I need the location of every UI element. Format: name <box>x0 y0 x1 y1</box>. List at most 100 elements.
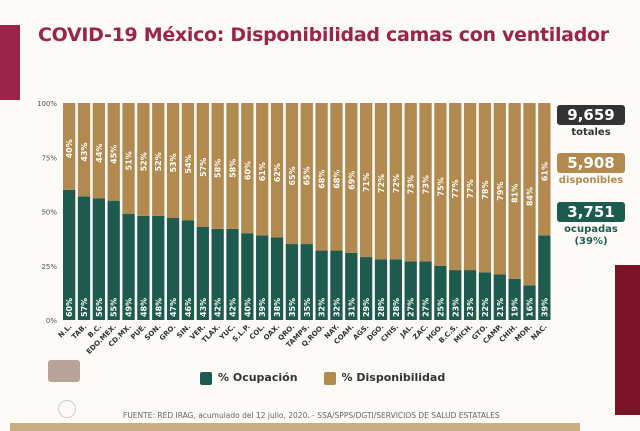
x-tick-label: TAB. <box>70 323 88 341</box>
bar-disponibilidad <box>538 103 551 236</box>
data-label-disponibilidad: 68% <box>332 170 341 189</box>
bar-ocupacion <box>389 259 402 320</box>
legend-ocupacion: % Ocupación <box>200 371 298 385</box>
video-inset <box>615 265 640 415</box>
bar-disponibilidad <box>478 103 492 273</box>
bar-ocupacion <box>493 274 506 320</box>
bar-disponibilidad <box>137 103 150 216</box>
data-label-ocupacion: 35% <box>288 298 297 317</box>
data-label-ocupacion: 27% <box>407 298 416 317</box>
data-label-ocupacion: 42% <box>214 298 223 317</box>
y-tick-label: 75% <box>41 154 57 162</box>
data-label-disponibilidad: 81% <box>511 184 520 203</box>
data-label-ocupacion: 21% <box>496 298 505 317</box>
bar-disponibilidad <box>77 103 91 197</box>
data-label-disponibilidad: 57% <box>199 158 208 177</box>
bar-disponibilidad <box>523 103 536 286</box>
data-label-disponibilidad: 54% <box>184 154 193 173</box>
bar-disponibilidad <box>285 103 299 245</box>
totales-label: totales <box>571 127 611 138</box>
legend-swatch-ocupacion <box>200 371 212 385</box>
bar-ocupacion <box>122 213 135 320</box>
data-label-ocupacion: 35% <box>303 298 312 317</box>
data-label-disponibilidad: 77% <box>466 179 475 198</box>
data-label-disponibilidad: 72% <box>392 174 401 193</box>
data-label-ocupacion: 56% <box>95 298 104 317</box>
ocupadas-value: 3,751 <box>557 202 625 222</box>
bar-disponibilidad <box>226 103 239 229</box>
bar-ocupacion <box>374 259 388 320</box>
data-label-ocupacion: 22% <box>481 298 490 317</box>
data-label-disponibilidad: 84% <box>526 187 535 206</box>
bar-ocupacion <box>523 285 536 320</box>
stat-disponibles: 5,908 disponibles <box>557 153 625 187</box>
disponibles-label: disponibles <box>558 175 624 186</box>
disponibles-value: 5,908 <box>557 153 625 173</box>
data-label-disponibilidad: 61% <box>540 162 549 181</box>
data-label-ocupacion: 23% <box>451 298 460 317</box>
bar-disponibilidad <box>360 103 373 258</box>
data-label-disponibilidad: 65% <box>288 166 297 185</box>
bar-ocupacion <box>152 215 165 320</box>
data-label-disponibilidad: 65% <box>303 166 312 185</box>
data-label-ocupacion: 28% <box>377 298 386 317</box>
accent-bar <box>0 25 20 100</box>
data-label-disponibilidad: 58% <box>214 159 223 178</box>
data-label-ocupacion: 27% <box>422 298 431 317</box>
data-label-disponibilidad: 68% <box>318 170 327 189</box>
data-label-ocupacion: 38% <box>273 298 282 317</box>
bar-ocupacion <box>419 261 432 320</box>
bar-disponibilidad <box>389 103 402 260</box>
bar-ocupacion <box>107 200 120 320</box>
government-logo <box>48 360 80 382</box>
bar-ocupacion <box>226 228 239 320</box>
bar-ocupacion <box>241 233 254 320</box>
bar-ocupacion <box>211 228 224 320</box>
y-tick-label: 0% <box>46 317 57 325</box>
bar-ocupacion <box>63 189 76 320</box>
bar-disponibilidad <box>449 103 462 271</box>
data-label-disponibilidad: 51% <box>125 151 134 170</box>
data-label-ocupacion: 39% <box>258 298 267 317</box>
data-label-ocupacion: 49% <box>125 298 134 317</box>
bar-ocupacion <box>285 244 299 320</box>
national-seal-icon <box>58 400 76 418</box>
data-label-disponibilidad: 77% <box>451 179 460 198</box>
ocupadas-label: ocupadas <box>564 224 618 235</box>
data-label-ocupacion: 23% <box>466 298 475 317</box>
y-tick-label: 25% <box>41 263 57 271</box>
bar-ocupacion <box>196 226 209 320</box>
bar-ocupacion <box>256 235 269 320</box>
data-label-ocupacion: 32% <box>318 298 327 317</box>
legend-label-ocupacion: % Ocupación <box>218 371 298 384</box>
bar-ocupacion <box>92 198 105 320</box>
bar-disponibilidad <box>92 103 105 199</box>
data-label-disponibilidad: 72% <box>377 174 386 193</box>
bar-disponibilidad <box>166 103 180 219</box>
bar-disponibilidad <box>404 103 417 262</box>
bar-disponibilidad <box>211 103 224 229</box>
data-label-disponibilidad: 40% <box>65 139 74 158</box>
stat-totales: 9,659 totales <box>557 105 625 139</box>
data-label-disponibilidad: 75% <box>436 177 445 196</box>
data-label-disponibilidad: 53% <box>169 153 178 172</box>
data-label-disponibilidad: 52% <box>139 152 148 171</box>
bar-ocupacion <box>166 218 180 320</box>
bar-disponibilidad <box>152 103 165 216</box>
y-tick-label: 100% <box>37 100 57 108</box>
data-label-ocupacion: 57% <box>80 298 89 317</box>
bar-ocupacion <box>270 237 284 320</box>
data-label-ocupacion: 47% <box>169 298 178 317</box>
legend: % Ocupación % Disponibilidad <box>200 371 445 385</box>
data-label-disponibilidad: 58% <box>229 159 238 178</box>
bar-disponibilidad <box>419 103 432 262</box>
data-label-ocupacion: 48% <box>154 298 163 317</box>
legend-swatch-disponibilidad <box>323 371 336 385</box>
data-label-ocupacion: 43% <box>199 298 208 317</box>
data-label-disponibilidad: 73% <box>422 175 431 194</box>
stat-ocupadas: 3,751 ocupadas (39%) <box>557 202 625 248</box>
data-label-disponibilidad: 79% <box>496 182 505 201</box>
footer-bar <box>10 423 580 431</box>
page-title: COVID-19 México: Disponibilidad camas co… <box>38 24 609 46</box>
